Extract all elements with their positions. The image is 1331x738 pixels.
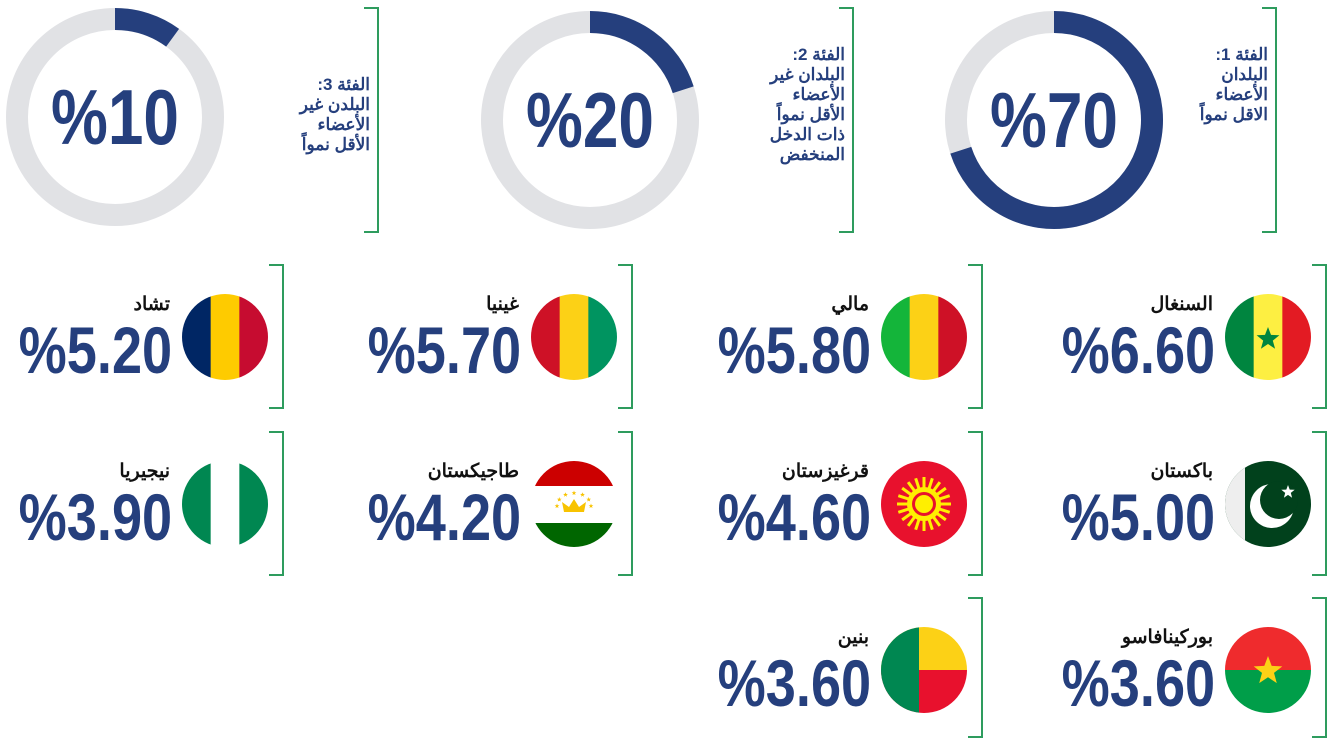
flag-star — [554, 503, 560, 508]
bracket — [269, 264, 284, 409]
flag-sun — [915, 495, 933, 513]
group-title: البلدان — [1221, 65, 1268, 84]
flag-star — [588, 503, 594, 508]
donut-arc — [589, 11, 694, 94]
bracket — [269, 431, 284, 576]
flag — [182, 294, 268, 380]
group-title: الفئة 3: — [317, 75, 370, 94]
donut-arc — [950, 11, 1163, 229]
country-name: تشاد — [133, 294, 171, 315]
flag-crown — [562, 499, 586, 512]
flag-stripe — [559, 294, 589, 380]
flag-star — [580, 492, 585, 497]
country-name: طاجيكستان — [427, 461, 519, 482]
flag-stripe — [1225, 294, 1255, 380]
flag-star — [586, 497, 592, 502]
country-name: باكستان — [1150, 461, 1213, 482]
flag-stripe — [239, 461, 268, 547]
country-value: %3.60 — [1061, 646, 1215, 720]
flag-star — [563, 492, 568, 497]
group-title: الفئة 2: — [792, 45, 845, 64]
bracket — [1312, 431, 1327, 576]
country-value: %3.60 — [717, 646, 871, 720]
flag — [1225, 627, 1311, 713]
flag — [1225, 294, 1311, 380]
country-value: %4.20 — [367, 480, 521, 554]
country-value: %5.70 — [367, 313, 521, 387]
flag-star — [1253, 656, 1283, 684]
country-name: السنغال — [1150, 294, 1213, 315]
country-value: %5.00 — [1061, 480, 1215, 554]
country-name: بنين — [837, 627, 869, 648]
flag — [531, 294, 617, 380]
country-value: %6.60 — [1061, 313, 1215, 387]
flag-stripe — [531, 461, 617, 486]
group-title: ذات الدخل — [769, 125, 845, 144]
flag — [1225, 461, 1311, 547]
flag-star — [556, 497, 562, 502]
flag — [881, 627, 967, 713]
flag-stripe — [909, 294, 939, 380]
group-title: البلدان غير — [770, 65, 845, 84]
flag-stripe — [182, 294, 212, 380]
flag-star — [1256, 327, 1280, 349]
flag — [881, 294, 967, 380]
flag-stripe — [210, 461, 240, 547]
donut-arc — [114, 8, 180, 47]
group-title: الفئة 1: — [1215, 45, 1268, 64]
flag-star — [571, 490, 577, 495]
group-title: الأعضاء — [317, 115, 370, 134]
country-name: مالي — [831, 294, 869, 315]
country-value: %4.60 — [717, 480, 871, 554]
group-title: المنخفض — [779, 145, 845, 164]
country-name: نيجيريا — [119, 461, 170, 482]
flag-stripe — [1225, 461, 1245, 547]
group-title: الاقل نمواً — [1199, 105, 1268, 124]
flag-stripe — [881, 294, 911, 380]
bracket — [618, 431, 633, 576]
bracket — [968, 431, 983, 576]
flag-stripe — [239, 294, 268, 380]
group-title: الأقل نمواً — [301, 135, 370, 154]
group-title: الأعضاء — [792, 85, 845, 104]
bracket — [839, 7, 854, 233]
flag-stripe — [1282, 294, 1311, 380]
donut-label: %20 — [525, 76, 655, 164]
bracket — [1262, 7, 1277, 233]
flag-stripe — [531, 523, 617, 547]
bracket — [1312, 264, 1327, 409]
country-name: غينيا — [486, 294, 519, 315]
group-title: البلدن غير — [299, 95, 370, 114]
bracket — [1312, 597, 1327, 738]
bracket — [364, 7, 379, 233]
country-value: %5.20 — [18, 313, 172, 387]
flag — [182, 461, 268, 547]
country-name: بوركينافاسو — [1121, 627, 1213, 648]
flag-star — [1281, 485, 1295, 498]
flag-stripe — [938, 294, 967, 380]
flag — [881, 461, 967, 547]
country-value: %5.80 — [717, 313, 871, 387]
flag-stripe — [588, 294, 617, 380]
flag-stripe — [210, 294, 240, 380]
flag-crescent — [1260, 481, 1298, 519]
group-title: الأعضاء — [1215, 85, 1268, 104]
bracket — [618, 264, 633, 409]
bracket — [968, 597, 983, 738]
country-value: %3.90 — [18, 480, 172, 554]
flag-stripe — [531, 294, 561, 380]
flag — [531, 461, 617, 547]
flag-stripe — [881, 627, 919, 713]
bracket — [968, 264, 983, 409]
donut-label: %10 — [50, 73, 180, 161]
flag-stripe — [182, 461, 212, 547]
group-title: الأقل نمواً — [776, 105, 845, 124]
donut-label: %70 — [989, 76, 1119, 164]
country-name: قرغيزستان — [781, 461, 869, 482]
